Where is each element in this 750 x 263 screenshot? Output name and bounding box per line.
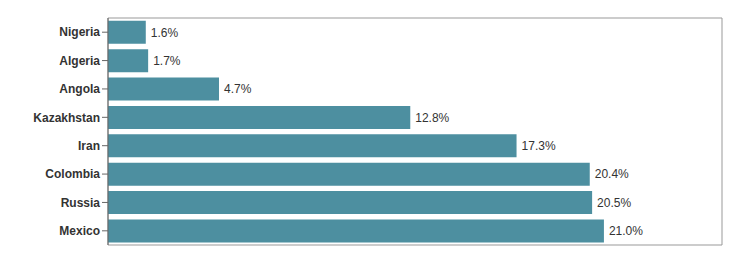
svg-text:Angola: Angola bbox=[59, 82, 100, 96]
svg-text:4.7%: 4.7% bbox=[224, 82, 252, 96]
svg-text:20.4%: 20.4% bbox=[595, 167, 629, 181]
svg-text:21.0%: 21.0% bbox=[609, 224, 643, 238]
svg-text:12.8%: 12.8% bbox=[415, 111, 449, 125]
svg-text:1.7%: 1.7% bbox=[153, 54, 181, 68]
svg-text:Nigeria: Nigeria bbox=[59, 25, 100, 39]
svg-text:Algeria: Algeria bbox=[59, 54, 100, 68]
svg-text:Mexico: Mexico bbox=[59, 224, 100, 238]
svg-text:Colombia: Colombia bbox=[45, 167, 100, 181]
svg-text:1.6%: 1.6% bbox=[151, 26, 179, 40]
svg-text:Kazakhstan: Kazakhstan bbox=[33, 111, 100, 125]
svg-text:Russia: Russia bbox=[61, 196, 101, 210]
svg-text:17.3%: 17.3% bbox=[522, 139, 556, 153]
svg-text:Iran: Iran bbox=[78, 139, 100, 153]
svg-text:20.5%: 20.5% bbox=[597, 196, 631, 210]
